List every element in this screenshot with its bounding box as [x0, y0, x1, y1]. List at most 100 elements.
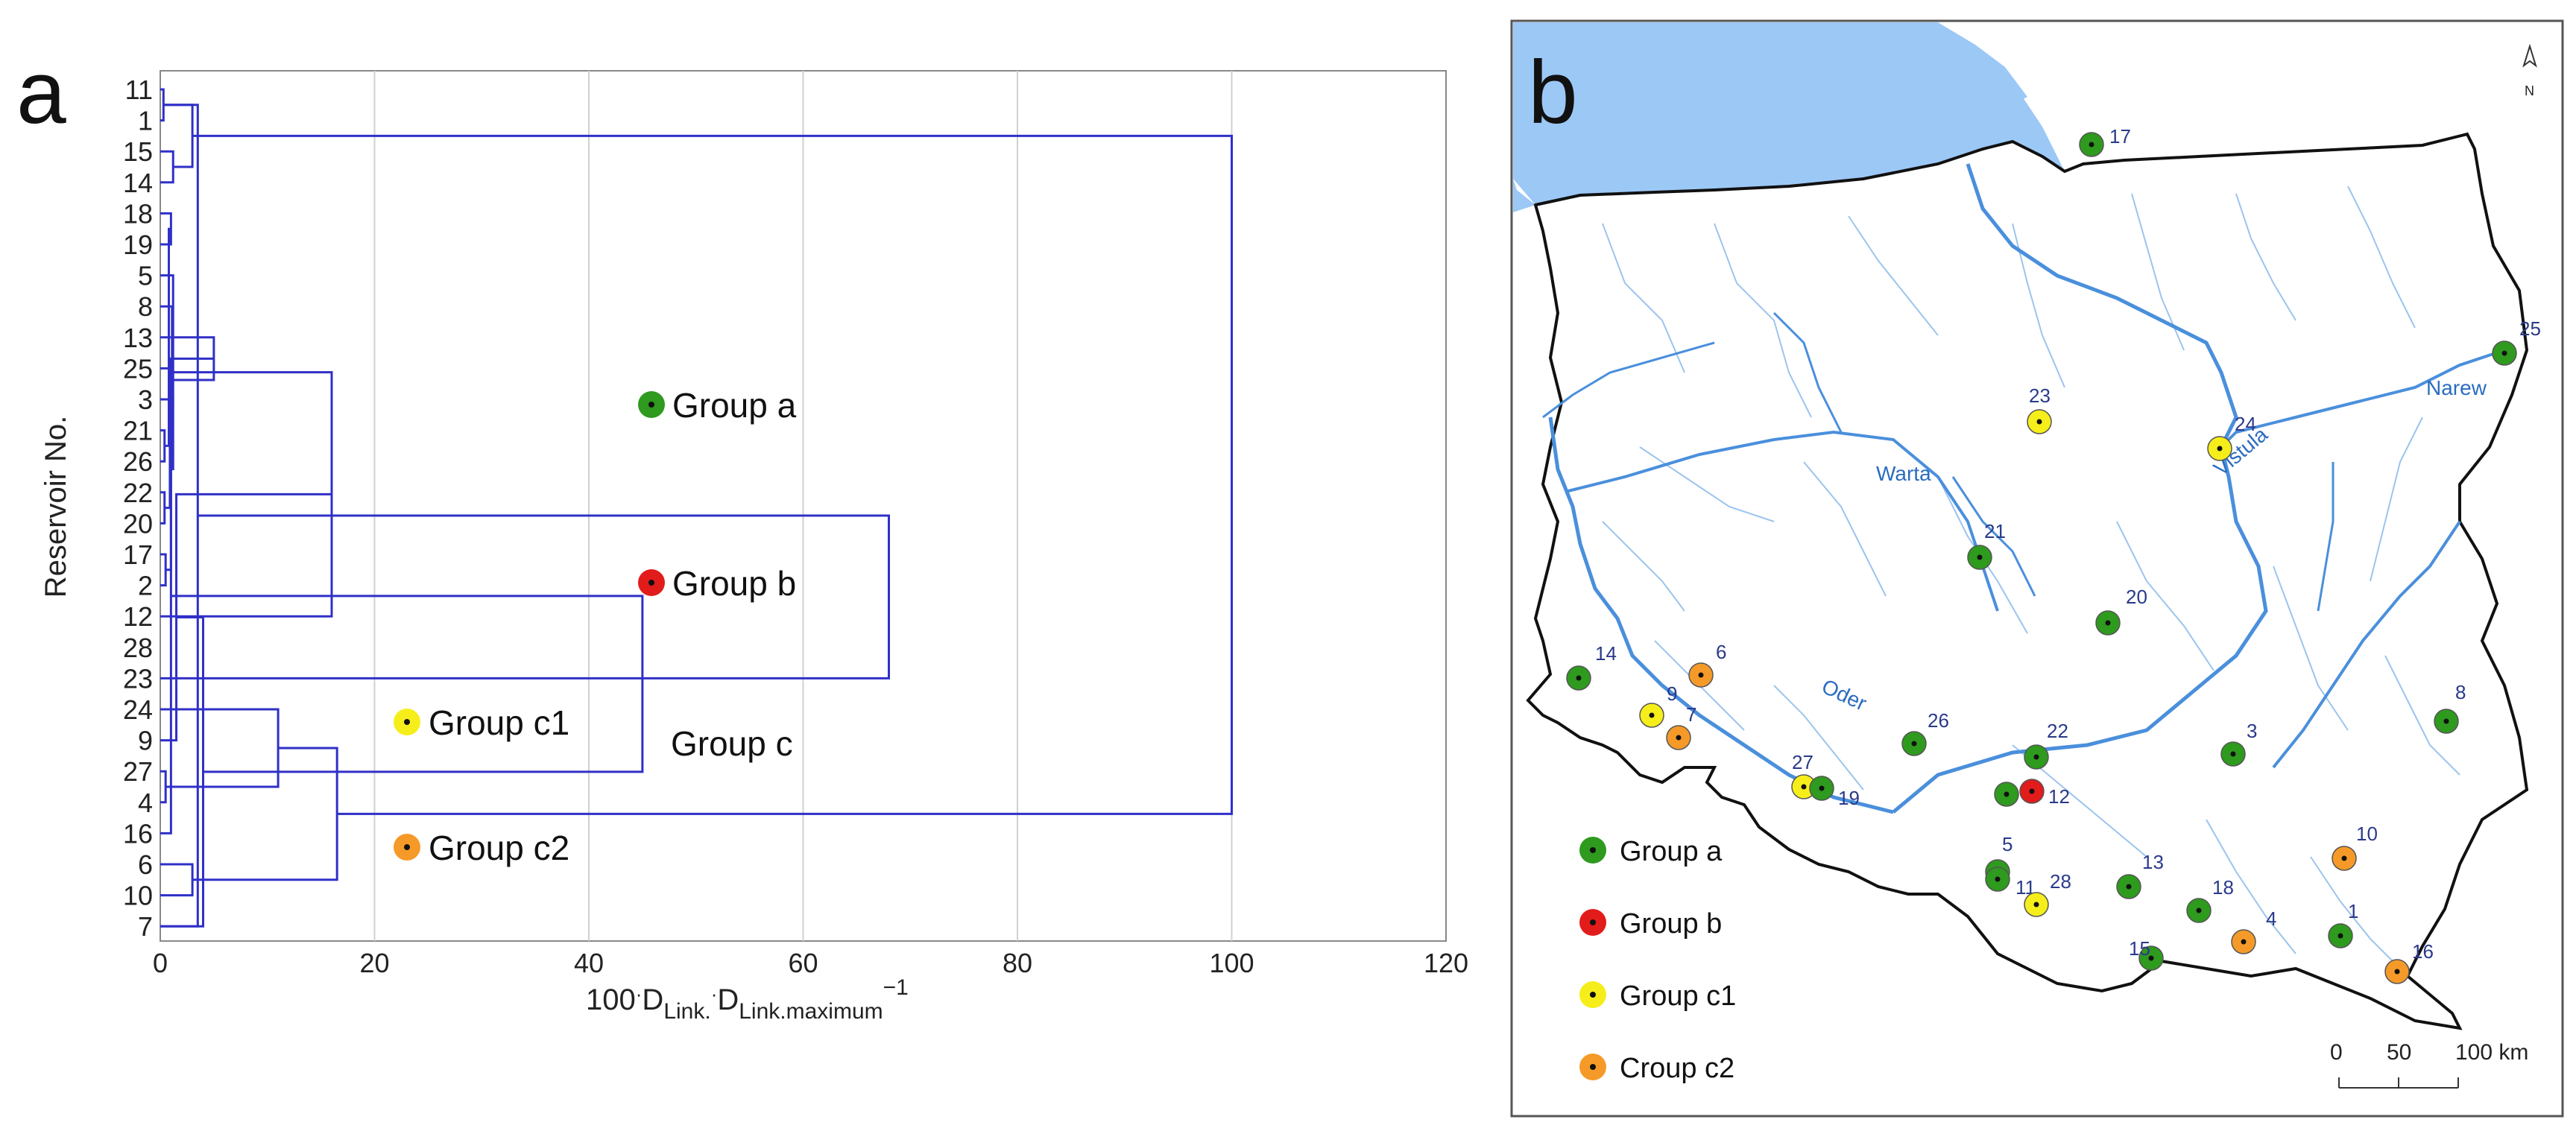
reservoir-site: 3: [2220, 720, 2257, 767]
site-number: 17: [2109, 125, 2131, 148]
site-number: 7: [1686, 703, 1696, 726]
reservoir-site: 6: [1688, 641, 1726, 688]
leaf-label: 19: [123, 229, 153, 260]
leaf-label: 22: [123, 478, 153, 508]
dendrogram-link: [160, 150, 174, 184]
site-marker-center: [2394, 969, 2400, 975]
site-marker-center: [2241, 939, 2247, 945]
site-number: 1: [2348, 900, 2358, 922]
leaf-label: 24: [123, 694, 153, 725]
group-c2-label: Group c2: [429, 829, 569, 867]
site-number: 10: [2356, 823, 2378, 845]
group-a-marker: Group a: [638, 386, 797, 425]
site-marker-center: [1576, 675, 1582, 681]
river-name-narew: Narew: [2426, 376, 2487, 399]
site-number: 4: [2266, 907, 2276, 930]
site-marker-center: [2089, 142, 2094, 148]
dendrogram-link: [171, 595, 644, 773]
site-number: 19: [1838, 787, 1860, 809]
x-title-base: 100: [586, 983, 636, 1016]
site-number: 20: [2126, 586, 2147, 608]
site-number: 8: [2455, 681, 2466, 703]
group-c1-label: Group c1: [429, 703, 569, 742]
reservoir-site: 12: [2019, 779, 2070, 808]
leaf-label: 11: [125, 75, 153, 105]
dendrogram-links: [160, 88, 1233, 928]
panel-a-letter: a: [16, 42, 66, 142]
group-b-label: Group b: [672, 564, 796, 603]
site-number: 16: [2412, 940, 2434, 963]
site-marker-center: [2443, 718, 2449, 724]
north-label: N: [2525, 83, 2534, 98]
x-tick-label: 80: [1003, 948, 1032, 978]
dendrogram-link: [160, 553, 167, 587]
x-title-sub2: Link.maximum: [739, 999, 883, 1024]
reservoir-site: 15: [2129, 937, 2164, 971]
x-tick-label: 0: [153, 948, 168, 978]
site-marker-center: [2217, 446, 2223, 452]
site-number: 28: [2050, 870, 2071, 893]
leaf-label: 26: [123, 446, 153, 477]
site-number: 26: [1928, 709, 1949, 732]
x-axis-title: 100·DLink.·DLink.maximum−1: [586, 975, 909, 1024]
site-number: 9: [1667, 682, 1677, 705]
y-tick-labels: 1111514181958132532126222017212282324927…: [123, 75, 153, 942]
site-marker-center: [2337, 933, 2343, 939]
leaf-label: 14: [123, 168, 153, 198]
coast-fix: [1513, 179, 1535, 205]
north-arrow: N: [2522, 43, 2537, 98]
site-number: 25: [2519, 317, 2541, 340]
legend-dot-c1-center: [1590, 992, 1596, 998]
bay: [1938, 22, 2027, 104]
reservoir-site: 7: [1666, 703, 1696, 750]
leaf-label: 25: [123, 353, 153, 384]
site-marker-center: [2148, 955, 2154, 961]
site-marker-center: [2029, 788, 2035, 794]
reservoir-site: 28: [2024, 870, 2071, 917]
reservoir-site: 18: [2186, 876, 2234, 923]
reservoir-site: 8: [2434, 681, 2466, 734]
site-number: 15: [2129, 937, 2150, 960]
site-number: 3: [2247, 720, 2257, 742]
scale-label-100: 100 km: [2455, 1040, 2528, 1065]
gridlines: [373, 71, 1233, 941]
reservoir-site: 20: [2095, 586, 2147, 636]
north-arrow-icon: [2522, 43, 2537, 68]
site-marker-center: [2036, 419, 2042, 425]
x-title-d1: D: [642, 983, 663, 1016]
legend-label-c1: Group c1: [1620, 981, 1736, 1012]
site-number: 22: [2047, 720, 2068, 742]
dendrogram-link: [192, 134, 1233, 815]
site-marker-center: [1801, 784, 1807, 790]
reservoir-site: 14: [1566, 642, 1617, 691]
leaf-label: 3: [138, 384, 153, 415]
site-marker-center: [2033, 754, 2039, 760]
group-a-label: Group a: [672, 386, 797, 425]
reservoir-site: 23: [2027, 384, 2052, 434]
x-tick-label: 100: [1209, 948, 1254, 978]
reservoir-site: 1: [2328, 900, 2358, 948]
leaf-label: 10: [123, 881, 153, 911]
group-b-dot-center: [648, 580, 654, 586]
reservoir-site: 11: [1985, 867, 2036, 899]
site-marker-center: [1977, 554, 1983, 560]
site-marker-center: [2033, 902, 2039, 907]
legend-dot-b-center: [1590, 919, 1596, 925]
reservoir-site: 27: [1791, 751, 1816, 799]
leaf-label: 7: [138, 911, 153, 942]
leaf-label: 21: [123, 416, 153, 446]
reservoir-site: 9: [1639, 682, 1677, 728]
x-title-sup: −1: [883, 975, 909, 1000]
site-number: 6: [1716, 641, 1726, 663]
site-marker-center: [1819, 785, 1825, 791]
leaf-label: 13: [123, 323, 153, 353]
site-number: 23: [2029, 384, 2051, 407]
leaf-label: 1: [138, 106, 153, 136]
legend-label-c2: Croup c2: [1620, 1053, 1734, 1084]
major-rivers: [1542, 163, 2505, 814]
site-marker-center: [1911, 741, 1917, 747]
site-marker-center: [1676, 735, 1682, 741]
group-c-label: Group c: [671, 724, 793, 763]
map-legend: Group a Group b Group c1 Croup c2: [1579, 836, 1736, 1084]
